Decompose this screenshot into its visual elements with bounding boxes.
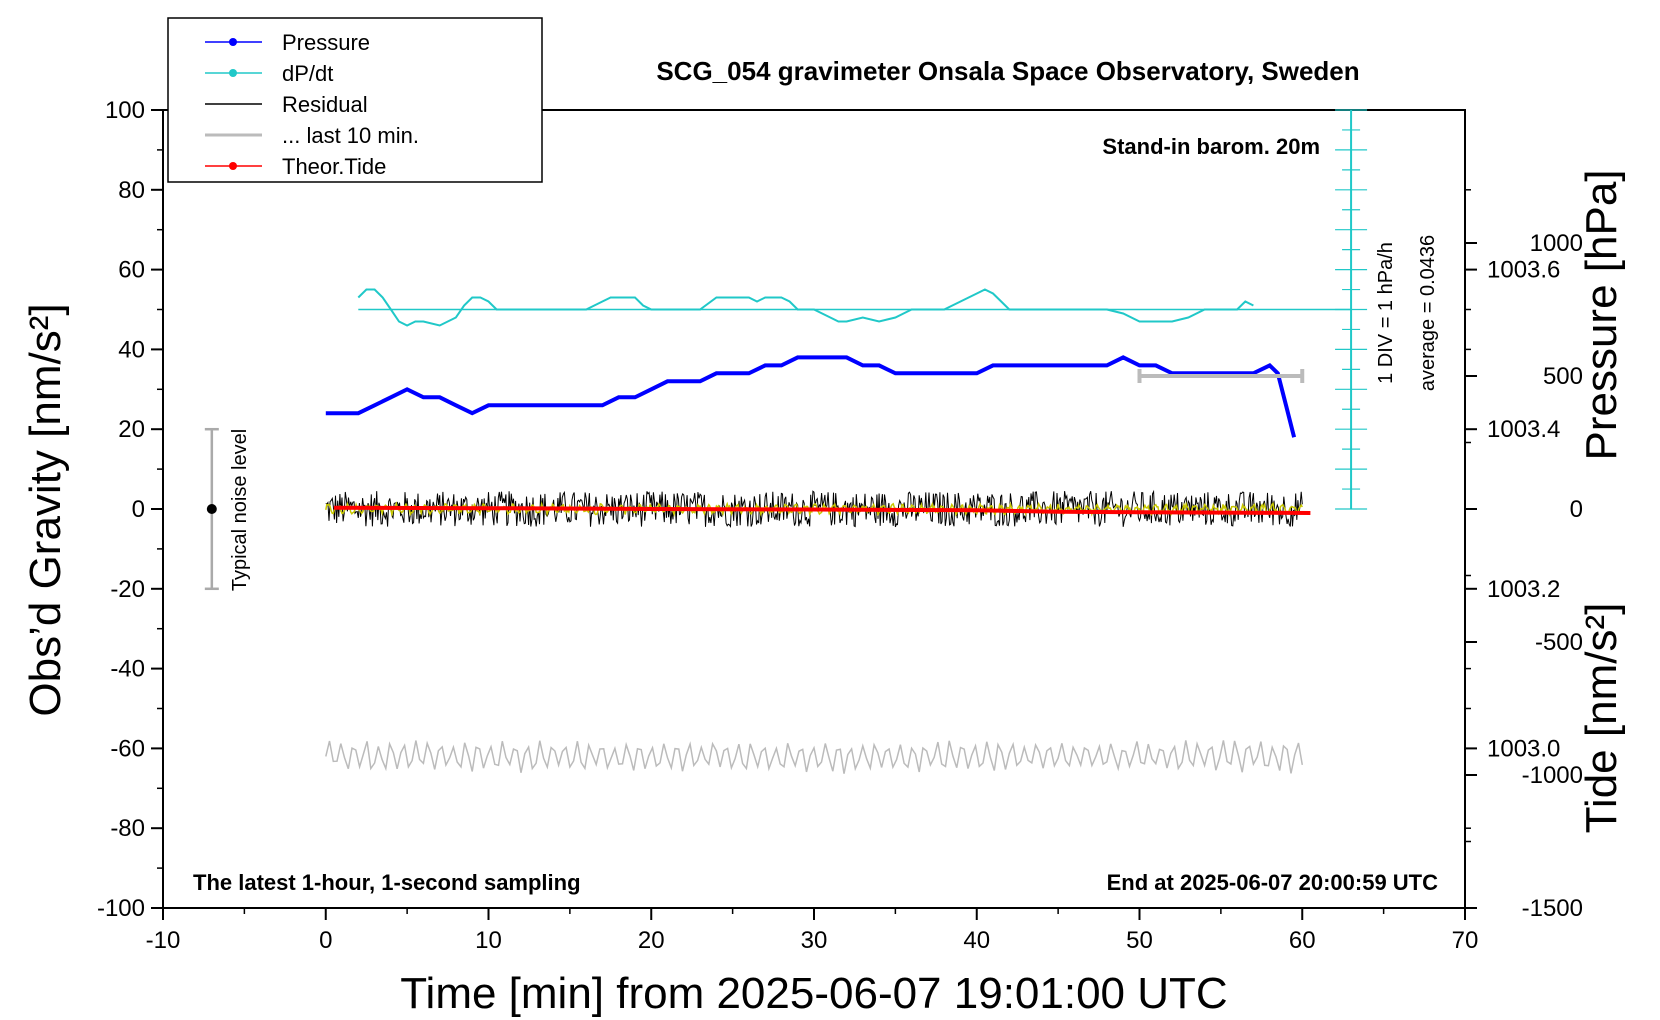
pressure-tick-label: 1003.0: [1487, 735, 1560, 762]
legend-marker: [229, 162, 237, 170]
residual-line: [325, 489, 1303, 529]
x-tick-label: 10: [475, 927, 502, 954]
x-tick-label: 30: [801, 927, 828, 954]
last10-line: [325, 740, 1304, 774]
y-tick-label: 60: [118, 257, 145, 284]
legend-label: dP/dt: [282, 61, 333, 86]
pressure-line: [325, 355, 1297, 438]
x-tick-label: 0: [319, 927, 332, 954]
tide-tick-label: 0: [1570, 496, 1583, 523]
y-axis-title-pressure: Pressure [hPa]: [1577, 169, 1626, 460]
y-tick-label: -80: [110, 815, 145, 842]
y-axis-title-tide: Tide [nm/s²]: [1577, 603, 1626, 834]
x-tick-label: 60: [1289, 927, 1316, 954]
pressure-tick-label: 1003.6: [1487, 257, 1560, 284]
tide-tick-label: 1000: [1530, 230, 1583, 257]
y-tick-label: -60: [110, 735, 145, 762]
y-tick-label: -20: [110, 576, 145, 603]
decor-layer: [204, 109, 1368, 591]
pressure-tick-label: 1003.4: [1487, 416, 1560, 443]
y-axis-title-gravity: Obs’d Gravity [nm/s²]: [21, 303, 70, 716]
barom-note: Stand-in barom. 20m: [1102, 134, 1320, 159]
legend-marker: [229, 69, 237, 77]
latest-note: The latest 1-hour, 1-second sampling: [193, 870, 581, 895]
y-tick-label: 40: [118, 336, 145, 363]
chart-title: SCG_054 gravimeter Onsala Space Observat…: [656, 56, 1359, 86]
legend-label: Residual: [282, 92, 368, 117]
legend-marker: [229, 38, 237, 46]
noise-bar-dot: [206, 504, 217, 514]
pressure-tick-label: 1003.2: [1487, 576, 1560, 603]
tide-tick-label: 500: [1543, 363, 1583, 390]
noise-note: Typical noise level: [229, 429, 251, 591]
axes-layer: -10 0 10 20 30 40 50 60 70100806040200-20-40-60-…: [97, 97, 1583, 954]
y-tick-label: -40: [110, 656, 145, 683]
y-tick-label: 80: [118, 177, 145, 204]
residual-smooth-line: [325, 501, 1303, 518]
tide-tick-label: -500: [1535, 629, 1583, 656]
y-tick-label: 20: [118, 416, 145, 443]
x-tick-label: 40: [963, 927, 990, 954]
x-axis-title: Time [min] from 2025-06-07 19:01:00 UTC: [400, 969, 1227, 1018]
legend-box: [167, 17, 543, 183]
x-tick-label: -10: [146, 927, 181, 954]
tide-line: [333, 505, 1311, 515]
legend-label: Pressure: [282, 30, 370, 55]
legend-label: ... last 10 min.: [282, 123, 419, 148]
x-tick-label: 70: [1452, 927, 1479, 954]
end-note: End at 2025-06-07 20:00:59 UTC: [1107, 870, 1438, 895]
x-tick-label: 50: [1126, 927, 1153, 954]
scale-note: 1 DIV = 1 hPa/h: [1375, 242, 1397, 384]
y-tick-label: -100: [97, 895, 145, 922]
legend-items: Pressure dP/dt Residual ... last 10 min. The…: [205, 30, 419, 179]
tide-tick-label: -1000: [1522, 762, 1583, 789]
average-note: average = 0.0436: [1417, 235, 1439, 391]
series-layer: [325, 288, 1311, 774]
legend-label: Theor.Tide: [282, 154, 386, 179]
y-tick-label: 100: [105, 97, 145, 124]
y-tick-label: 0: [132, 496, 145, 523]
x-tick-label: 20: [638, 927, 665, 954]
legend: Pressure dP/dt Residual ... last 10 min. The…: [167, 17, 543, 183]
tide-tick-label: -1500: [1522, 895, 1583, 922]
dpdt-line: [357, 288, 1254, 327]
